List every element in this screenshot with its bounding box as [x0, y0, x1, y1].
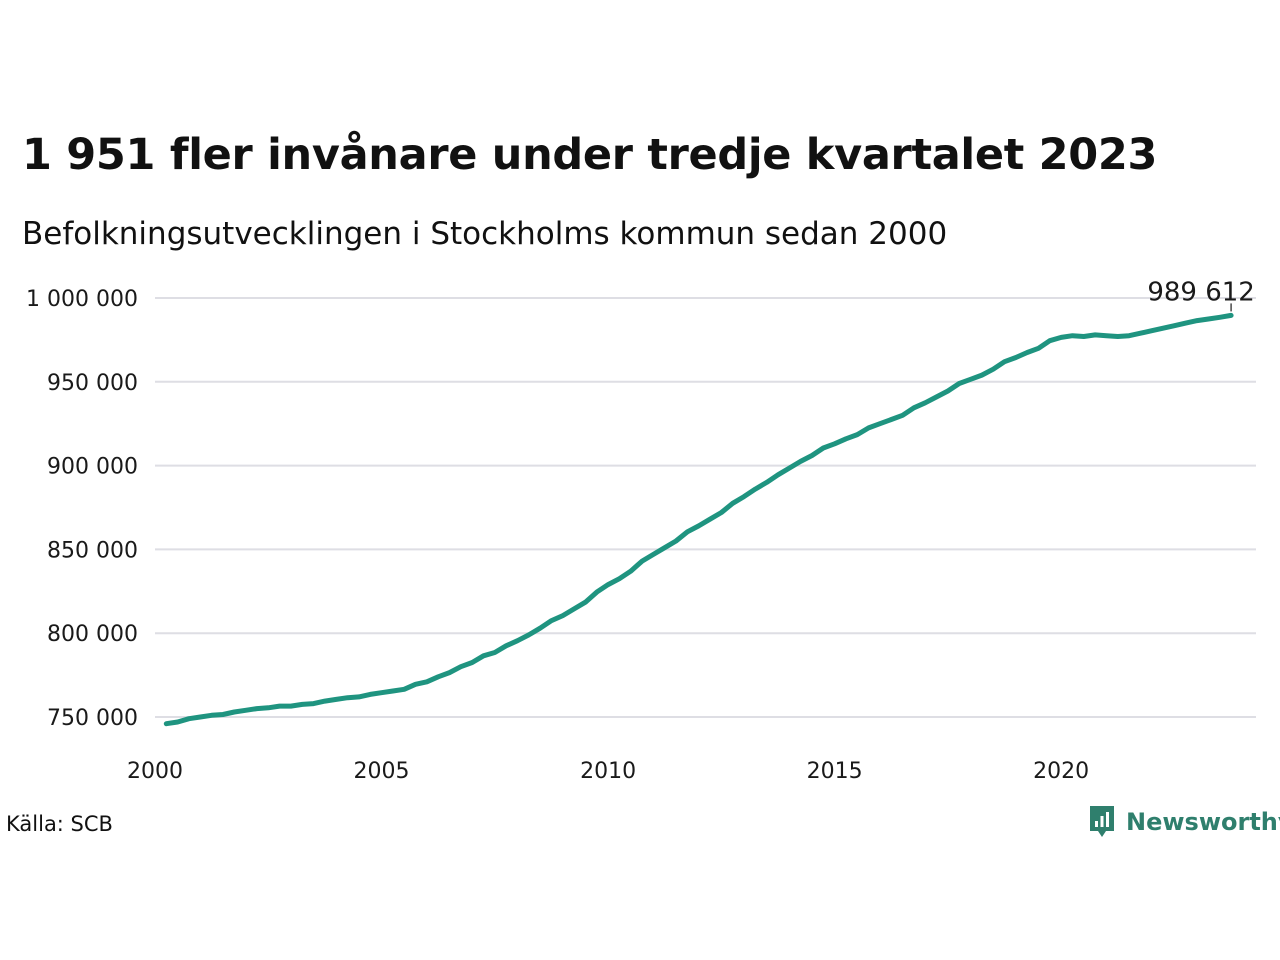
x-tick-label: 2020 [1033, 759, 1089, 784]
newsworthy-logo[interactable]: Newsworthy [1088, 804, 1280, 840]
end-value-label: 989 612 [1147, 277, 1255, 307]
newsworthy-logo-icon [1090, 806, 1114, 837]
x-tick-label: 2010 [580, 759, 636, 784]
source-note: Källa: SCB [6, 812, 113, 836]
chart-subtitle: Befolkningsutvecklingen i Stockholms kom… [22, 216, 948, 252]
x-tick-label: 2005 [354, 759, 410, 784]
x-tick-label: 2000 [127, 759, 183, 784]
y-axis-tick-labels: 750 000 800 000 850 000 900 000 950 000 1 000… [26, 287, 138, 731]
x-tick-label: 2015 [807, 759, 863, 784]
gridlines [155, 297, 1256, 718]
y-tick-label: 850 000 [47, 538, 138, 563]
brand-name: Newsworthy [1126, 808, 1280, 836]
line-chart: 750 000 800 000 850 000 900 000 950 000 1 000… [26, 277, 1256, 784]
x-axis-tick-labels: 2000 2005 2010 2015 2020 [127, 759, 1089, 784]
y-tick-label: 1 000 000 [26, 287, 138, 312]
y-tick-label: 750 000 [47, 706, 138, 731]
chart-title: 1 951 fler invånare under tredje kvartal… [22, 130, 1158, 180]
y-tick-label: 800 000 [47, 622, 138, 647]
series-line [163, 312, 1234, 727]
y-tick-label: 900 000 [47, 455, 138, 480]
y-tick-label: 950 000 [47, 371, 138, 396]
